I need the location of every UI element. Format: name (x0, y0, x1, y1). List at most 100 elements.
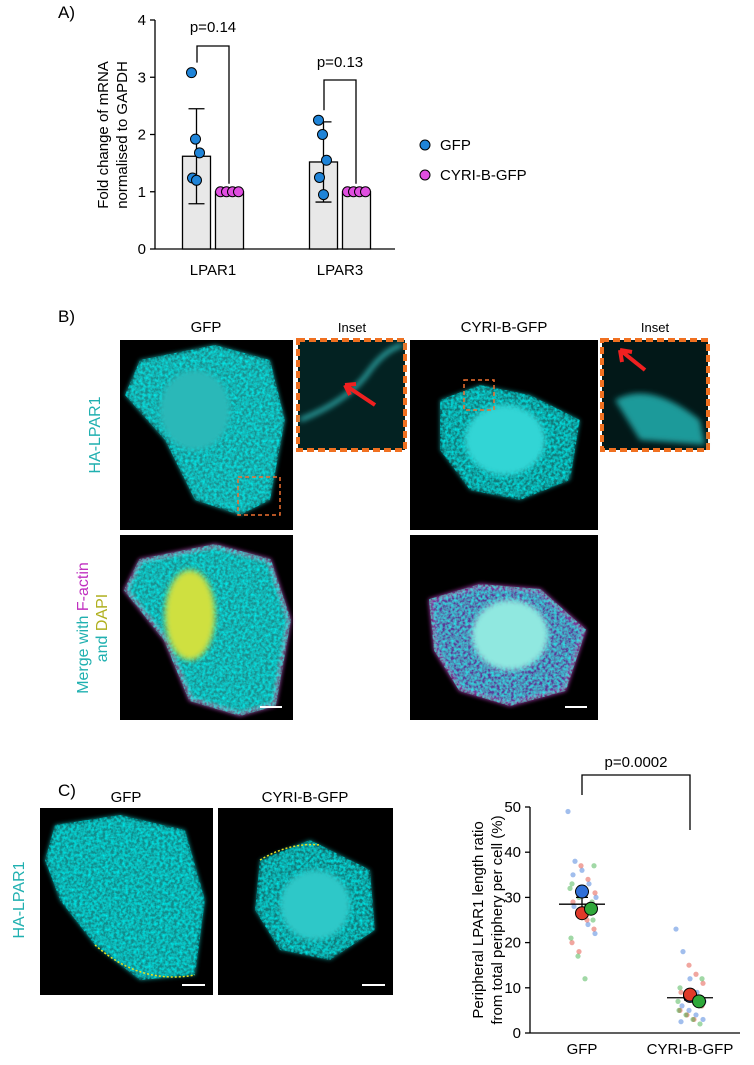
y-axis-label: normalised to GAPDH (114, 61, 131, 209)
y-tick-label: 0 (513, 1025, 521, 1042)
replicate-mean (575, 884, 589, 899)
y-tick-label: 30 (504, 889, 521, 906)
cell-point (571, 903, 577, 910)
label-part: and (94, 631, 111, 662)
bar (214, 191, 245, 250)
cell-point (678, 989, 684, 995)
row-label: HA-LPAR1 (11, 861, 28, 938)
panel-label: A) (58, 3, 75, 22)
cell-point (585, 921, 591, 928)
cell-point (699, 976, 705, 982)
micrograph-c-cyri (218, 808, 393, 995)
micrograph-gfp (120, 340, 293, 530)
p-value: p=0.13 (317, 54, 363, 71)
column-title: GFP (111, 789, 142, 806)
cell-point (687, 976, 693, 982)
replicate-mean (692, 994, 706, 1009)
cell-point (582, 976, 588, 982)
y-axis-label: from total periphery per cell (%) (489, 815, 506, 1024)
inset-cyri (600, 338, 710, 452)
y-tick-label: 4 (138, 12, 146, 29)
column-title: Inset (338, 320, 367, 335)
legend-label: CYRI-B-GFP (440, 167, 527, 184)
x-tick-label: LPAR1 (190, 262, 236, 279)
legend-swatch (419, 139, 431, 151)
p-value: p=0.14 (190, 19, 236, 36)
cell-point (676, 1007, 682, 1014)
cell-point (591, 926, 597, 932)
panel-label: B) (58, 307, 75, 326)
cell-point (569, 940, 575, 946)
y-tick-label: 40 (504, 844, 521, 861)
y-axis-label: Fold change of mRNA (95, 61, 112, 209)
column-title: Inset (641, 320, 670, 335)
x-tick-label: CYRI-B-GFP (647, 1041, 734, 1058)
legend-label: GFP (440, 137, 471, 154)
significance-bracket (581, 774, 691, 830)
cell-point (675, 998, 681, 1004)
data-point (233, 186, 244, 198)
legend-swatch (419, 169, 431, 181)
micrograph-c-gfp (40, 808, 213, 995)
cell-point (673, 926, 679, 932)
cell-point (690, 1016, 696, 1023)
cell-point (578, 863, 584, 869)
data-point (318, 189, 329, 201)
cell-point (693, 971, 699, 977)
merge-cyri (410, 535, 598, 720)
cell-point (570, 899, 576, 905)
y-tick-label: 10 (504, 980, 521, 997)
cell-point (592, 890, 598, 896)
replicate-mean (584, 901, 598, 916)
p-value: p=0.0002 (605, 754, 668, 771)
y-tick-label: 1 (138, 184, 146, 201)
cell-point (700, 980, 706, 986)
cell-point (677, 985, 683, 991)
label-part: F-actin (75, 562, 92, 611)
column-title: GFP (191, 319, 222, 336)
cell-point (678, 1019, 684, 1025)
cell-point (568, 935, 574, 941)
cell-point (684, 1012, 690, 1018)
cell-point (576, 949, 582, 955)
cell-point (575, 953, 581, 959)
data-point (360, 186, 371, 198)
label-part: DAPI (94, 594, 111, 631)
cell-point (686, 1007, 692, 1014)
panel-label: C) (58, 781, 76, 800)
cell-point (570, 872, 576, 878)
micrograph-cyri (410, 340, 598, 530)
data-point (314, 171, 325, 183)
cell-point (677, 1007, 683, 1014)
data-point (317, 129, 328, 140)
row-label: and DAPI (94, 594, 111, 662)
cell-point (572, 858, 578, 864)
y-tick-label: 20 (504, 935, 521, 952)
cell-point (567, 885, 573, 891)
merge-gfp (120, 535, 293, 720)
cell-point (683, 1012, 689, 1018)
cell-point (590, 917, 596, 923)
x-tick-label: LPAR3 (317, 262, 363, 279)
y-tick-label: 3 (138, 69, 146, 86)
row-label: Merge with F-actin (75, 562, 92, 694)
cell-point (697, 1021, 703, 1027)
cell-point (592, 930, 598, 937)
x-tick-label: GFP (567, 1041, 598, 1058)
cell-point (593, 894, 599, 901)
data-point (321, 154, 332, 166)
y-axis-label: Peripheral LPAR1 length ratio (470, 821, 487, 1018)
cell-point (680, 949, 686, 955)
y-tick-label: 2 (138, 127, 146, 144)
y-tick-label: 0 (138, 241, 146, 258)
cell-point (586, 881, 592, 887)
data-point (313, 114, 324, 126)
label-part: Merge with (75, 611, 92, 694)
significance-bracket (196, 45, 230, 184)
bar (341, 191, 372, 250)
cell-point (691, 1016, 697, 1023)
significance-bracket (323, 79, 357, 184)
cell-point (565, 808, 571, 815)
cell-point (700, 1016, 706, 1023)
